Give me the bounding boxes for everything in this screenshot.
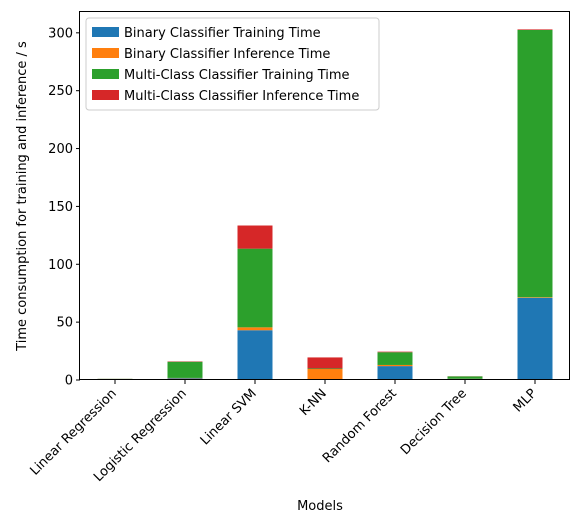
y-tick-label: 250 (48, 84, 73, 99)
x-tick-label: MLP (511, 386, 540, 415)
bar-4-5 (377, 351, 413, 353)
bar-3-6 (447, 376, 483, 379)
bar-1-5 (377, 366, 413, 380)
legend: Binary Classifier Training Time Binary Cl… (85, 17, 380, 111)
y-tick-label: 200 (48, 142, 73, 157)
y-tick-label: 100 (48, 258, 73, 273)
x-tick-label: Random Forest (320, 386, 400, 466)
bar-1-3 (237, 330, 273, 380)
y-tick-label: 0 (65, 374, 73, 389)
bar-2-5 (377, 364, 413, 367)
bar-2-4 (307, 369, 343, 380)
legend-swatch (92, 48, 119, 58)
legend-label: Multi-Class Classifier Inference Time (124, 89, 359, 104)
bar-3-7 (517, 29, 553, 298)
legend-label: Binary Classifier Training Time (124, 26, 321, 41)
bar-4-4 (307, 357, 343, 369)
y-tick-label: 50 (56, 316, 73, 331)
x-tick-label: Decision Tree (398, 386, 470, 458)
legend-box (85, 17, 380, 111)
y-axis: 0 50 100 150 200 250 300 (48, 26, 80, 389)
legend-swatch (92, 90, 119, 100)
legend-swatch (92, 27, 119, 37)
bar-2-7 (517, 297, 553, 298)
y-tick-label: 150 (48, 200, 73, 215)
x-tick-label: K-NN (297, 386, 330, 419)
bar-3-4 (307, 368, 343, 370)
y-tick-label: 300 (48, 26, 73, 41)
x-tick-label: Linear SVM (198, 386, 260, 448)
plot-area (97, 29, 553, 380)
bar-2-3 (237, 327, 273, 331)
legend-label: Binary Classifier Inference Time (124, 47, 330, 62)
bar-3-3 (237, 248, 273, 328)
bar-4-7 (517, 29, 553, 30)
legend-swatch (92, 69, 119, 79)
bar-3-5 (377, 352, 413, 365)
axes-frame (79, 11, 570, 380)
bar-1-7 (517, 297, 553, 380)
x-axis-label: Models (297, 499, 343, 514)
y-axis-label: Time consumption for training and infere… (15, 41, 30, 352)
bar-3-2 (167, 361, 203, 378)
bar-4-3 (237, 225, 273, 249)
legend-label: Multi-Class Classifier Training Time (124, 68, 350, 83)
